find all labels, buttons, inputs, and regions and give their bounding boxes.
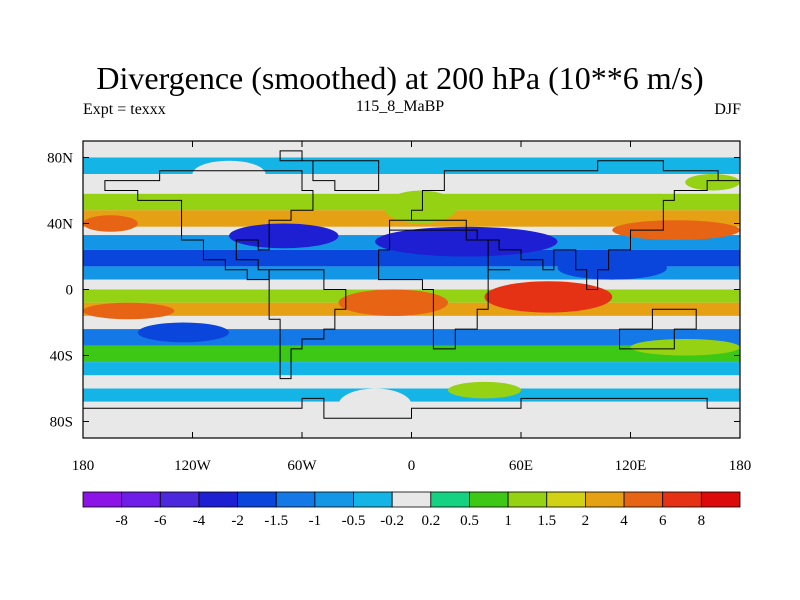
continent-outline-1: [268, 269, 347, 380]
x-tick-label-3: 0: [408, 458, 416, 474]
contour-band-17: [83, 388, 740, 402]
contour-cell-11: [338, 388, 412, 422]
x-tick-label-5: 120E: [615, 458, 647, 474]
contour-cell-7: [83, 302, 175, 320]
colorbar-label-9: 0.5: [460, 513, 479, 529]
contour-band-12: [83, 315, 740, 330]
colorbar-swatch-16: [700, 491, 741, 508]
colorbar-label-11: 1.5: [537, 513, 556, 529]
continent-outline-6: [279, 150, 380, 191]
colorbar-swatch-9: [430, 491, 470, 508]
colorbar-swatch-4: [237, 491, 277, 508]
contour-cell-9: [137, 322, 229, 343]
colorbar-label-6: -0.5: [342, 513, 366, 529]
y-tick-label-4: 80S: [50, 415, 73, 431]
x-tick-label-1: 120W: [174, 458, 212, 474]
colorbar-swatch-5: [275, 491, 316, 508]
colorbar-swatch-3: [198, 491, 238, 508]
colorbar-label-12: 2: [582, 513, 590, 529]
colorbar-label-0: -8: [115, 513, 128, 529]
colorbar-label-15: 8: [698, 513, 706, 529]
contour-band-0: [83, 157, 740, 174]
colorbar-swatch-1: [121, 491, 161, 508]
contour-band-13: [83, 329, 740, 346]
run-label: 115_8_MaBP: [355, 98, 445, 115]
continent-outline-4: [619, 308, 697, 350]
x-tick-label-6: 180: [729, 458, 752, 474]
colorbar-label-14: 6: [659, 513, 667, 529]
contour-cell-1: [375, 226, 558, 257]
colorbar-swatch-8: [391, 491, 432, 508]
contour-band-16: [83, 375, 740, 389]
contour-cell-10: [192, 160, 266, 188]
contour-cell-3: [338, 289, 448, 316]
colorbar-swatch-13: [585, 491, 625, 508]
continent-outline-0: [104, 170, 314, 281]
colorbar-swatch-0: [82, 491, 123, 508]
x-tick-label-2: 60W: [287, 458, 317, 474]
colorbar-label-8: 0.2: [421, 513, 440, 529]
experiment-label: Expt = texxx: [83, 101, 166, 118]
colorbar-label-13: 4: [620, 513, 628, 529]
continent-outline-5: [83, 397, 740, 438]
contour-band-14: [83, 345, 740, 363]
season-label: DJF: [714, 101, 741, 118]
contour-cell-8: [384, 190, 458, 224]
colorbar-swatch-12: [546, 491, 586, 508]
contour-cell-13: [630, 339, 740, 356]
continent-outline-2: [378, 229, 511, 350]
x-tick-label-4: 60E: [509, 458, 533, 474]
colorbar-swatch-11: [507, 491, 548, 508]
contour-cell-6: [83, 215, 138, 232]
colorbar-swatch-10: [469, 491, 509, 508]
chart-title: Divergence (smoothed) at 200 hPa (10**6 …: [96, 60, 704, 96]
contour-band-15: [83, 362, 740, 376]
colorbar: -8 -6 -4 -2 -1.5 -1 -0.5 -0.2 0.2 0.5 1 1.5 2 4 6 8: [82, 491, 741, 529]
colorbar-label-7: -0.2: [380, 513, 404, 529]
colorbar-swatch-2: [159, 491, 200, 508]
colorbar-label-5: -1: [309, 513, 322, 529]
contour-cell-5: [612, 220, 740, 241]
y-tick-label-0: 80N: [47, 151, 73, 167]
colorbar-label-3: -2: [231, 513, 244, 529]
colorbar-label-2: -4: [193, 513, 206, 529]
colorbar-swatch-14: [623, 491, 664, 508]
contour-band-2: [83, 183, 740, 194]
contour-band-1: [83, 174, 740, 184]
colorbar-swatch-15: [662, 491, 702, 508]
contour-cell-14: [685, 174, 740, 191]
colorbar-label-4: -1.5: [264, 513, 288, 529]
y-tick-label-3: 40S: [50, 349, 73, 365]
colorbar-label-10: 1: [504, 513, 512, 529]
contour-cell-12: [448, 381, 521, 399]
contour-cell-0: [229, 223, 339, 249]
coastline-outline: [83, 150, 740, 438]
y-tick-label-1: 40N: [47, 217, 73, 233]
axes: 180 120W 60W 0 60E 120E 180 80N 40N 0 40S 80S: [47, 141, 751, 474]
contour-cell-4: [484, 281, 613, 313]
colorbar-label-1: -6: [154, 513, 167, 529]
x-tick-label-0: 180: [72, 458, 95, 474]
plot-area: [83, 141, 740, 438]
colorbar-swatch-7: [353, 491, 393, 508]
contour-band-9: [83, 279, 740, 290]
colorbar-swatch-6: [314, 491, 354, 508]
contour-cell-2: [557, 256, 667, 280]
y-tick-label-2: 0: [66, 283, 74, 299]
continent-outline-3: [389, 160, 740, 290]
